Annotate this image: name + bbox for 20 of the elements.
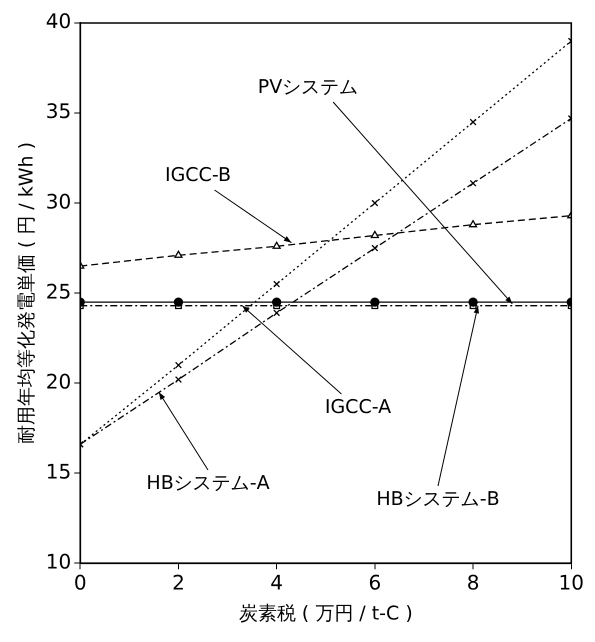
- annotation: IGCC-A: [324, 396, 392, 418]
- annotation: HBシステム-B: [376, 488, 500, 510]
- y-tick-label: 10: [46, 549, 72, 574]
- y-tick-label: 20: [46, 369, 72, 394]
- y-tick-label: 40: [46, 9, 72, 34]
- x-tick-label: 10: [558, 570, 584, 594]
- annotation: IGCC-B: [164, 164, 232, 186]
- y-axis-title: 耐用年均等化発電単価 ( 円 / kWh ): [15, 142, 38, 444]
- x-tick-label: 6: [368, 570, 382, 594]
- y-tick-label: 25: [46, 279, 72, 304]
- x-axis-title: 炭素税 ( 万円 / t-C ): [238, 602, 413, 625]
- x-tick-label: 8: [466, 570, 480, 594]
- y-tick-label: 35: [46, 99, 72, 124]
- y-tick-label: 30: [46, 189, 72, 214]
- annotation: PVシステム: [258, 76, 358, 98]
- annotation: HBシステム-A: [146, 472, 270, 494]
- x-tick-label: 2: [172, 570, 185, 594]
- x-tick-label: 4: [270, 570, 284, 594]
- y-tick-label: 15: [46, 459, 72, 484]
- x-tick-label: 0: [74, 570, 87, 594]
